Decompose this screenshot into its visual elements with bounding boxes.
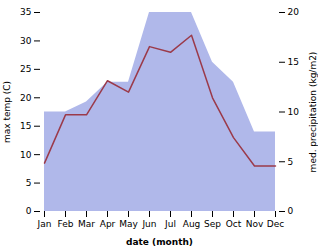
svg-text:Dec: Dec <box>267 219 284 229</box>
svg-text:Jan: Jan <box>37 219 52 229</box>
svg-text:med. precipitation (kg/m2): med. precipitation (kg/m2) <box>308 52 318 173</box>
svg-text:15: 15 <box>20 121 31 131</box>
svg-text:25: 25 <box>20 64 31 74</box>
svg-text:max temp (C): max temp (C) <box>2 81 12 143</box>
svg-text:Oct: Oct <box>226 219 242 229</box>
svg-text:20: 20 <box>288 7 300 17</box>
svg-text:0: 0 <box>26 206 32 216</box>
svg-text:10: 10 <box>288 107 300 117</box>
svg-text:10: 10 <box>20 150 32 160</box>
svg-text:20: 20 <box>20 93 32 103</box>
svg-text:15: 15 <box>288 57 299 67</box>
svg-text:Aug: Aug <box>183 219 201 229</box>
svg-text:Sep: Sep <box>204 219 221 229</box>
svg-text:Mar: Mar <box>78 219 95 229</box>
svg-text:date (month): date (month) <box>126 237 193 247</box>
svg-text:0: 0 <box>288 206 294 216</box>
svg-text:Nov: Nov <box>246 219 264 229</box>
svg-text:Jun: Jun <box>141 219 156 229</box>
svg-text:Feb: Feb <box>58 219 74 229</box>
svg-text:35: 35 <box>20 7 31 17</box>
svg-text:Jul: Jul <box>164 219 176 229</box>
svg-text:May: May <box>119 219 138 229</box>
svg-text:30: 30 <box>20 36 32 46</box>
svg-text:Apr: Apr <box>100 219 116 229</box>
svg-text:5: 5 <box>26 178 32 188</box>
svg-text:5: 5 <box>288 157 294 167</box>
